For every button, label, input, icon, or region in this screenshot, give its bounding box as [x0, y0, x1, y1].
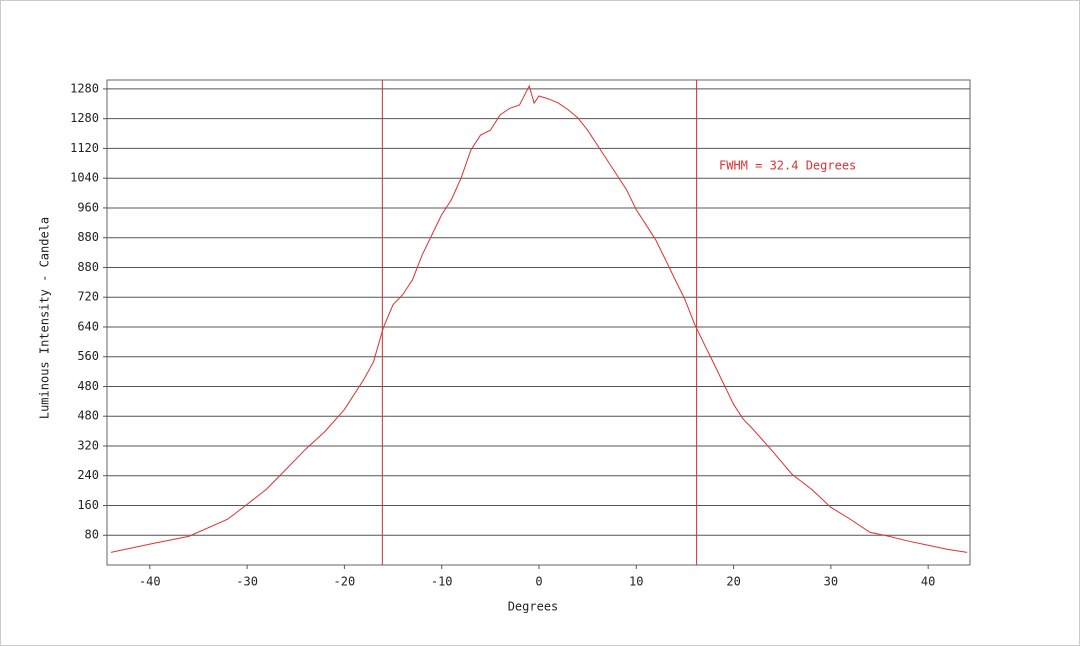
annotation: FWHM = 32.4 Degrees: [719, 159, 856, 173]
y-tick-label: 320: [77, 438, 99, 452]
x-axis-label: Degrees: [508, 600, 559, 614]
y-tick-label: 560: [77, 349, 99, 363]
y-tick-label: 1120: [70, 141, 99, 155]
x-tick-label: 40: [921, 575, 935, 589]
y-tick-label: 640: [77, 319, 99, 333]
x-tick-label: -20: [334, 575, 356, 589]
y-tick-label: 80: [85, 528, 99, 542]
x-tick-label: 30: [824, 575, 838, 589]
x-tick-label: 10: [629, 575, 643, 589]
y-tick-label: 480: [77, 409, 99, 423]
y-tick-label: 240: [77, 468, 99, 482]
y-axis-label: Luminous Intensity - Candela: [38, 217, 52, 419]
y-tick-label: 880: [77, 230, 99, 244]
data-line: [110, 84, 968, 553]
y-tick-label: 160: [77, 498, 99, 512]
y-tick-label: 480: [77, 379, 99, 393]
y-tick-label: 960: [77, 200, 99, 214]
plot-area: [106, 79, 971, 566]
y-tick-label: 880: [77, 260, 99, 274]
y-tick-label: 1280: [70, 81, 99, 95]
x-tick-label: -40: [139, 575, 161, 589]
y-tick-label: 1040: [70, 171, 99, 185]
x-tick-label: -30: [236, 575, 258, 589]
y-tick-label: 1280: [70, 111, 99, 125]
y-tick-label: 720: [77, 290, 99, 304]
x-tick-label: 0: [535, 575, 542, 589]
x-tick-label: 20: [726, 575, 740, 589]
x-tick-label: -10: [431, 575, 453, 589]
